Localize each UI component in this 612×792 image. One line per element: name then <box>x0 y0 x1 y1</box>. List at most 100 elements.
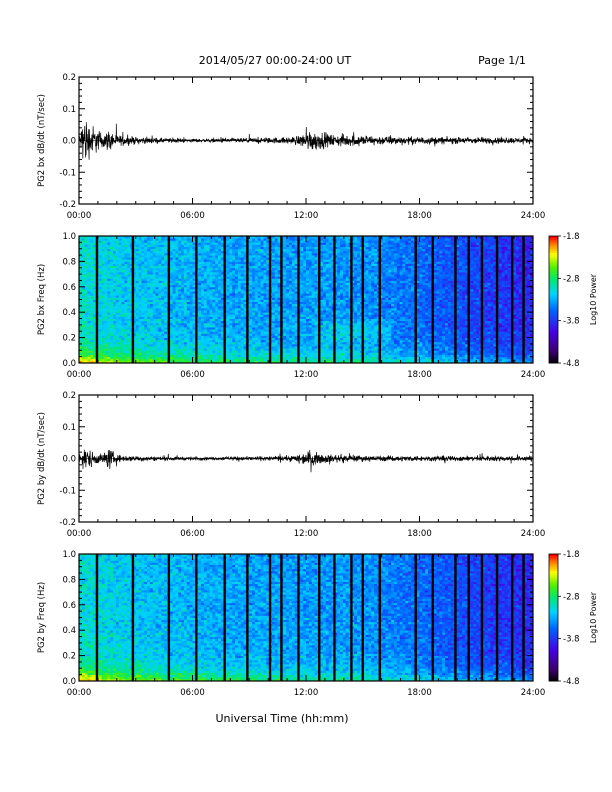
spectrogram-cell <box>124 314 128 317</box>
spectrogram-cell <box>90 246 94 250</box>
spectrogram-cell <box>113 331 117 334</box>
spectrogram-cell <box>118 250 122 254</box>
spectrogram-cell <box>124 250 128 254</box>
spectrogram-cell <box>98 348 103 351</box>
spectrogram-cell <box>93 354 97 358</box>
spectrogram-cell <box>84 339 88 343</box>
spectrogram-cell <box>115 350 120 353</box>
spectrogram-cell <box>93 271 97 275</box>
spectrogram-cell <box>93 293 97 296</box>
spectrogram-cell <box>93 236 97 239</box>
spectrogram-cell <box>84 286 88 290</box>
spectrogram-cell <box>115 246 120 250</box>
spectrogram-cell <box>110 238 114 241</box>
spectrogram-cell <box>132 280 137 283</box>
y-tick-label: -0.1 <box>59 168 76 178</box>
spectrogram-cell <box>90 307 94 311</box>
chart-title: 2014/05/27 00:00-24:00 UT <box>199 54 352 67</box>
spectrogram-cell <box>93 246 97 250</box>
spectrogram-cell <box>130 354 134 358</box>
spectrogram-cell <box>121 276 125 279</box>
spectrogram-cell <box>81 316 86 319</box>
spectrogram-cell <box>113 261 117 264</box>
spectrogram-cell <box>81 335 86 338</box>
spectrogram-cell <box>90 257 94 260</box>
spectrogram-cell <box>90 248 94 252</box>
spectrogram-cell <box>124 259 128 262</box>
spectrogram-cell <box>84 261 88 264</box>
spectrogram-cell <box>93 312 97 315</box>
spectrogram-cell <box>101 303 105 307</box>
spectrogram-cell <box>124 246 128 250</box>
spectrogram-cell <box>110 240 114 243</box>
spectrogram-cell <box>84 352 88 355</box>
spectrogram-cell <box>124 331 128 334</box>
spectrogram-cell <box>121 343 125 347</box>
spectrogram-cell <box>90 352 94 355</box>
spectrogram-cell <box>107 267 111 271</box>
spectrogram-cell <box>127 305 131 309</box>
plot-frame <box>78 76 534 205</box>
spectrogram-cell <box>115 314 120 317</box>
spectrogram-cell <box>127 324 131 328</box>
spectrogram-cell <box>118 297 122 300</box>
spectrogram-cell <box>81 288 86 292</box>
spectrogram-cell <box>127 291 131 294</box>
spectrogram-cell <box>98 297 103 300</box>
spectrogram-cell <box>121 261 125 264</box>
spectrogram-cell <box>98 339 103 343</box>
spectrogram-cell <box>84 269 88 273</box>
spectrogram-cell <box>132 246 137 250</box>
spectrogram-cell <box>132 274 137 277</box>
spectrogram-cell <box>84 240 88 243</box>
spectrogram-cell <box>79 318 83 322</box>
spectrogram-cell <box>79 257 83 260</box>
spectrogram-cell <box>93 310 97 313</box>
spectrogram-cell <box>115 297 120 300</box>
spectrogram-cell <box>90 322 94 326</box>
spectrogram-cell <box>98 324 103 328</box>
spectrogram-cell <box>93 333 97 336</box>
spectrogram-cell <box>90 236 94 239</box>
spectrogram-cell <box>127 242 131 245</box>
spectrogram-cell <box>132 259 137 262</box>
spectrogram-cell <box>90 263 94 267</box>
spectrogram-cell <box>110 331 114 334</box>
spectrogram-cell <box>132 314 137 317</box>
spectrogram-cell <box>93 267 97 271</box>
spectrogram-cell <box>87 327 91 330</box>
spectrogram-cell <box>84 257 88 260</box>
spectrogram-cell <box>124 269 128 273</box>
spectrogram-cell <box>121 312 125 315</box>
spectrogram-cell <box>124 303 128 307</box>
spectrogram-cell <box>121 320 125 324</box>
spectrogram-cell <box>90 284 94 288</box>
spectrogram-cell <box>115 288 120 292</box>
spectrogram-cell <box>93 360 97 364</box>
spectrogram-cell <box>113 252 117 256</box>
spectrogram-cell <box>121 331 125 334</box>
spectrogram-cell <box>118 350 122 353</box>
spectrogram-cell <box>124 297 128 300</box>
spectrogram-cell <box>113 282 117 286</box>
spectrogram-cell <box>127 278 131 281</box>
spectrogram-cell <box>87 346 91 349</box>
spectrogram-cell <box>93 327 97 330</box>
spectrogram-cell <box>118 255 122 258</box>
spectrogram-cell <box>93 250 97 254</box>
spectrogram-cell <box>127 286 131 290</box>
spectrogram-cell <box>84 346 88 349</box>
spectrogram-cell <box>130 238 134 241</box>
spectrogram-cell <box>87 236 91 239</box>
spectrogram-cell <box>113 240 117 243</box>
spectrogram-cell <box>98 335 103 338</box>
spectrogram-cell <box>84 265 88 269</box>
spectrogram-cell <box>81 331 86 334</box>
spectrogram-cell <box>84 280 88 283</box>
spectrogram-cell <box>127 310 131 313</box>
spectrogram-cell <box>101 314 105 317</box>
spectrogram-cell <box>79 295 83 298</box>
spectrogram-cell <box>81 318 86 322</box>
spectrogram-cell <box>115 276 120 279</box>
